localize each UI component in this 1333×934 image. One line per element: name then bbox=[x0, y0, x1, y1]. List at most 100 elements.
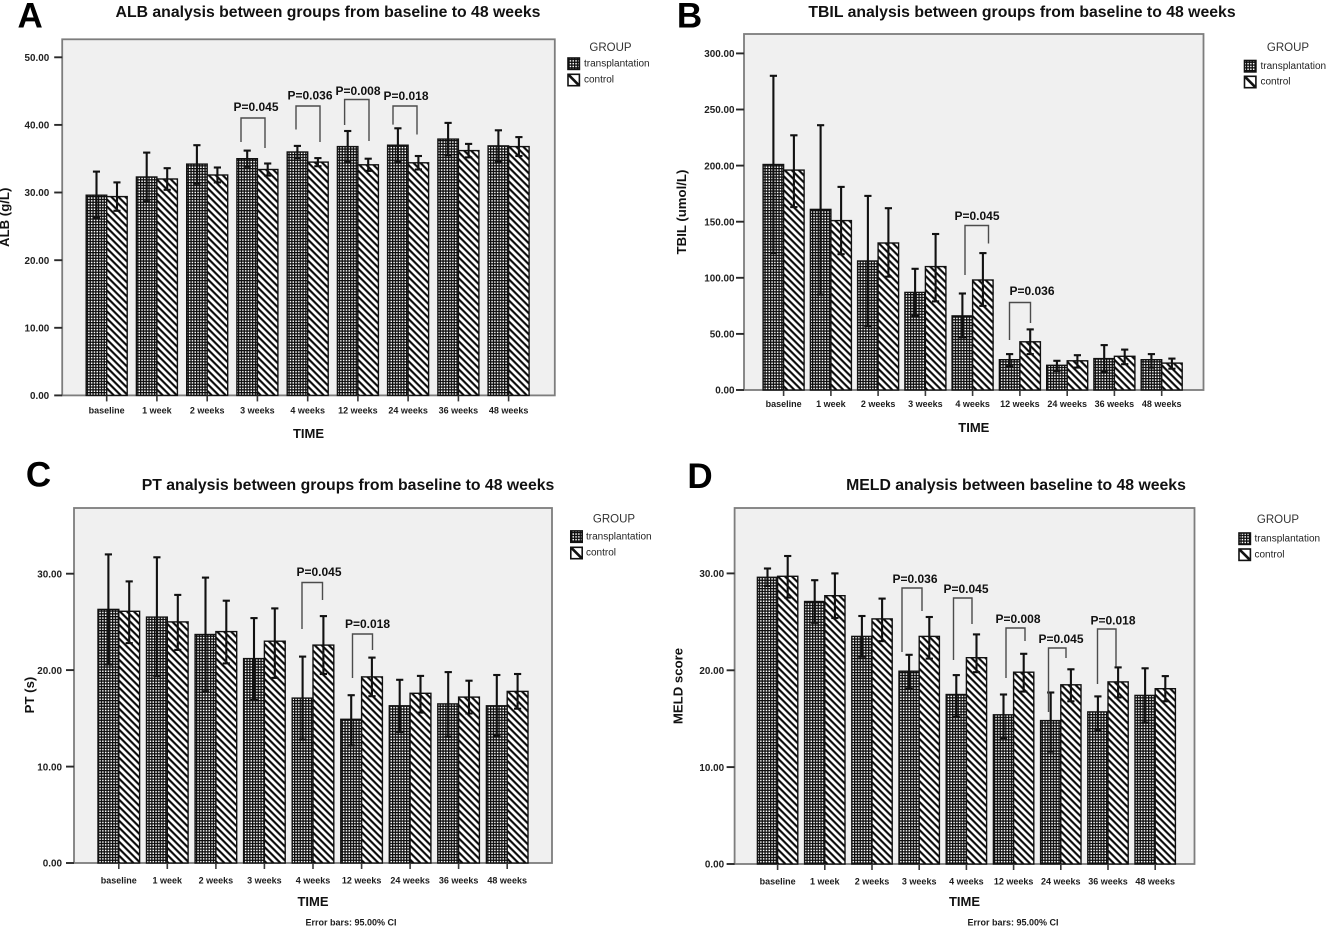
svg-text:0.00: 0.00 bbox=[30, 391, 50, 402]
svg-text:150.00: 150.00 bbox=[704, 217, 735, 228]
svg-text:50.00: 50.00 bbox=[710, 330, 735, 341]
svg-text:TBIL (umol/L): TBIL (umol/L) bbox=[674, 170, 689, 255]
svg-text:TIME: TIME bbox=[293, 426, 324, 441]
svg-text:1 week: 1 week bbox=[810, 877, 841, 887]
svg-text:control: control bbox=[1261, 77, 1291, 88]
svg-text:baseline: baseline bbox=[89, 406, 125, 416]
svg-text:transplantation: transplantation bbox=[1255, 534, 1321, 545]
svg-text:baseline: baseline bbox=[766, 399, 802, 409]
svg-text:20.00: 20.00 bbox=[699, 666, 724, 677]
svg-text:24 weeks: 24 weeks bbox=[1041, 877, 1081, 887]
svg-text:4 weeks: 4 weeks bbox=[949, 877, 984, 887]
svg-text:MELD analysis between baseline: MELD analysis between baseline to 48 wee… bbox=[846, 477, 1186, 494]
svg-text:GROUP: GROUP bbox=[1257, 514, 1300, 526]
svg-text:P=0.018: P=0.018 bbox=[345, 617, 390, 631]
svg-text:3 weeks: 3 weeks bbox=[247, 876, 282, 886]
svg-text:TIME: TIME bbox=[297, 894, 328, 909]
svg-text:GROUP: GROUP bbox=[589, 42, 632, 54]
svg-text:30.00: 30.00 bbox=[24, 188, 49, 199]
svg-text:1 week: 1 week bbox=[816, 399, 847, 409]
svg-text:control: control bbox=[586, 548, 616, 559]
svg-text:PT analysis between groups fro: PT analysis between groups from baseline… bbox=[142, 477, 555, 494]
svg-text:2 weeks: 2 weeks bbox=[861, 399, 896, 409]
svg-text:control: control bbox=[1255, 550, 1285, 561]
svg-text:control: control bbox=[584, 75, 614, 86]
svg-text:36 weeks: 36 weeks bbox=[439, 876, 479, 886]
svg-text:300.00: 300.00 bbox=[704, 49, 735, 60]
svg-text:PT (s): PT (s) bbox=[22, 677, 37, 714]
svg-text:P=0.008: P=0.008 bbox=[335, 84, 380, 98]
svg-text:ALB analysis between groups fr: ALB analysis between groups from baselin… bbox=[116, 4, 541, 21]
svg-text:36 weeks: 36 weeks bbox=[1088, 877, 1128, 887]
svg-text:transplantation: transplantation bbox=[1261, 61, 1327, 72]
svg-text:10.00: 10.00 bbox=[24, 324, 49, 335]
svg-text:P=0.045: P=0.045 bbox=[1038, 632, 1083, 646]
svg-text:30.00: 30.00 bbox=[699, 569, 724, 580]
svg-text:12 weeks: 12 weeks bbox=[338, 406, 378, 416]
svg-text:baseline: baseline bbox=[101, 876, 137, 886]
svg-text:TBIL analysis between groups f: TBIL analysis between groups from baseli… bbox=[808, 4, 1235, 21]
svg-text:40.00: 40.00 bbox=[24, 121, 49, 132]
svg-text:4 weeks: 4 weeks bbox=[955, 399, 990, 409]
svg-text:24 weeks: 24 weeks bbox=[390, 876, 430, 886]
svg-text:P=0.036: P=0.036 bbox=[287, 89, 332, 103]
svg-text:3 weeks: 3 weeks bbox=[908, 399, 943, 409]
svg-text:TIME: TIME bbox=[958, 420, 989, 435]
svg-text:Error bars: 95.00% CI: Error bars: 95.00% CI bbox=[305, 918, 396, 928]
svg-text:2 weeks: 2 weeks bbox=[190, 406, 225, 416]
svg-text:4 weeks: 4 weeks bbox=[296, 876, 331, 886]
svg-text:30.00: 30.00 bbox=[37, 569, 62, 580]
svg-text:P=0.045: P=0.045 bbox=[954, 209, 999, 223]
svg-text:B: B bbox=[677, 0, 702, 36]
svg-text:2 weeks: 2 weeks bbox=[199, 876, 234, 886]
svg-text:D: D bbox=[687, 457, 712, 496]
svg-text:GROUP: GROUP bbox=[1267, 42, 1310, 54]
svg-text:P=0.008: P=0.008 bbox=[995, 612, 1040, 626]
svg-text:Error bars: 95.00% CI: Error bars: 95.00% CI bbox=[967, 918, 1058, 928]
svg-text:0.00: 0.00 bbox=[715, 386, 735, 397]
svg-text:0.00: 0.00 bbox=[43, 859, 63, 870]
svg-text:C: C bbox=[26, 455, 51, 494]
svg-text:48 weeks: 48 weeks bbox=[1135, 877, 1175, 887]
svg-text:P=0.045: P=0.045 bbox=[233, 100, 278, 114]
svg-text:transplantation: transplantation bbox=[586, 532, 652, 543]
svg-text:200.00: 200.00 bbox=[704, 161, 735, 172]
svg-text:1 week: 1 week bbox=[153, 876, 184, 886]
svg-text:3 weeks: 3 weeks bbox=[902, 877, 937, 887]
svg-text:P=0.036: P=0.036 bbox=[892, 572, 937, 586]
svg-text:0.00: 0.00 bbox=[705, 860, 725, 871]
svg-text:48 weeks: 48 weeks bbox=[1142, 399, 1182, 409]
svg-text:transplantation: transplantation bbox=[584, 58, 650, 69]
svg-text:12 weeks: 12 weeks bbox=[994, 877, 1034, 887]
svg-text:48 weeks: 48 weeks bbox=[487, 876, 527, 886]
svg-text:A: A bbox=[18, 0, 43, 36]
svg-text:2 weeks: 2 weeks bbox=[855, 877, 890, 887]
svg-text:100.00: 100.00 bbox=[704, 274, 735, 285]
svg-text:50.00: 50.00 bbox=[24, 53, 49, 64]
svg-text:20.00: 20.00 bbox=[37, 666, 62, 677]
svg-text:1 week: 1 week bbox=[142, 406, 173, 416]
svg-text:48 weeks: 48 weeks bbox=[489, 406, 529, 416]
svg-text:36 weeks: 36 weeks bbox=[1095, 399, 1135, 409]
svg-text:10.00: 10.00 bbox=[699, 763, 724, 774]
svg-text:P=0.018: P=0.018 bbox=[1090, 614, 1135, 628]
svg-text:P=0.045: P=0.045 bbox=[943, 582, 988, 596]
svg-text:GROUP: GROUP bbox=[593, 514, 636, 526]
svg-text:36 weeks: 36 weeks bbox=[439, 406, 479, 416]
svg-text:P=0.045: P=0.045 bbox=[296, 565, 341, 579]
svg-text:12 weeks: 12 weeks bbox=[1000, 399, 1040, 409]
svg-text:ALB (g/L): ALB (g/L) bbox=[0, 188, 12, 247]
svg-text:4 weeks: 4 weeks bbox=[290, 406, 325, 416]
svg-text:24 weeks: 24 weeks bbox=[388, 406, 428, 416]
svg-text:12 weeks: 12 weeks bbox=[342, 876, 382, 886]
svg-text:P=0.036: P=0.036 bbox=[1009, 284, 1054, 298]
svg-text:P=0.018: P=0.018 bbox=[383, 89, 428, 103]
svg-text:3 weeks: 3 weeks bbox=[240, 406, 275, 416]
svg-text:baseline: baseline bbox=[760, 877, 796, 887]
svg-text:250.00: 250.00 bbox=[704, 105, 735, 116]
svg-text:TIME: TIME bbox=[949, 894, 980, 909]
svg-text:10.00: 10.00 bbox=[37, 762, 62, 773]
svg-text:MELD score: MELD score bbox=[671, 648, 686, 724]
svg-text:20.00: 20.00 bbox=[24, 256, 49, 267]
svg-text:24 weeks: 24 weeks bbox=[1047, 399, 1087, 409]
